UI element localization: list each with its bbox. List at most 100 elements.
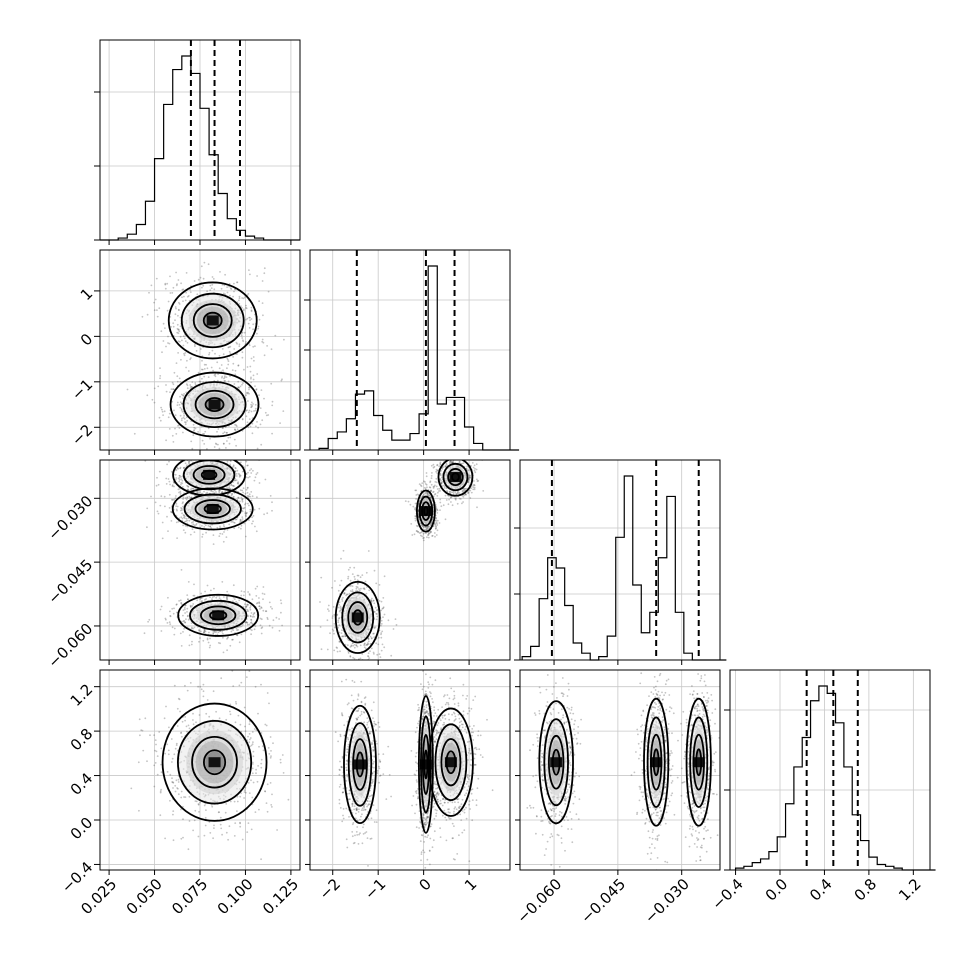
scatter-point	[177, 477, 180, 480]
scatter-point	[146, 394, 149, 397]
scatter-point	[208, 646, 211, 649]
scatter-point	[172, 388, 175, 391]
scatter-point	[456, 491, 459, 494]
scatter-point	[191, 626, 193, 629]
scatter-point	[241, 337, 244, 339]
scatter-point	[423, 528, 426, 531]
scatter-point	[295, 496, 298, 499]
scatter-point	[222, 524, 225, 526]
scatter-point	[425, 526, 428, 529]
scatter-point	[241, 500, 244, 503]
scatter-point	[416, 530, 418, 532]
scatter-point	[439, 478, 442, 480]
scatter-point	[268, 601, 271, 604]
scatter-point	[375, 618, 378, 621]
scatter-point	[245, 621, 248, 624]
scatter-point	[175, 433, 178, 435]
scatter-point	[182, 614, 184, 617]
scatter-point	[254, 525, 256, 528]
scatter-point	[363, 646, 366, 649]
scatter-point	[167, 335, 169, 338]
scatter-point	[170, 326, 173, 328]
scatter-point	[263, 267, 266, 270]
scatter-point	[248, 593, 251, 595]
scatter-point	[224, 454, 226, 456]
scatter-point	[220, 458, 222, 460]
scatter-point	[241, 418, 244, 421]
scatter-point	[227, 436, 230, 439]
scatter-point	[271, 400, 274, 403]
scatter-point	[184, 423, 187, 426]
scatter-point	[467, 469, 470, 472]
scatter-point	[381, 607, 384, 610]
scatter-point	[367, 637, 370, 640]
scatter-point	[206, 290, 209, 293]
scatter-point	[246, 512, 248, 514]
scatter-point	[240, 305, 242, 307]
scatter-point	[255, 602, 258, 605]
scatter-point	[422, 493, 425, 496]
scatter-point	[470, 464, 472, 467]
scatter-point	[280, 379, 283, 382]
scatter-point	[190, 606, 192, 608]
scatter-point	[233, 521, 235, 524]
scatter-point	[263, 593, 266, 595]
scatter-point	[241, 516, 244, 518]
scatter-point	[373, 627, 376, 630]
scatter-point	[435, 525, 437, 527]
scatter-point	[433, 485, 436, 488]
scatter-point	[344, 635, 346, 637]
scatter-point	[421, 482, 424, 484]
scatter-point	[431, 472, 433, 474]
scatter-point	[177, 424, 179, 427]
scatter-point	[258, 597, 260, 599]
scatter-point	[234, 479, 236, 482]
scatter-point	[257, 325, 260, 328]
scatter-point	[194, 427, 197, 430]
scatter-point	[178, 474, 181, 477]
scatter-point	[206, 584, 209, 587]
scatter-point	[143, 632, 146, 635]
scatter-point	[229, 463, 232, 466]
hist-panel-1	[304, 249, 520, 451]
scatter-point	[449, 458, 451, 460]
scatter-point	[463, 488, 466, 490]
scatter-point	[158, 416, 161, 419]
scatter-point	[446, 490, 449, 493]
scatter-point	[261, 419, 264, 422]
scatter-point	[454, 497, 457, 500]
scatter-point	[217, 428, 220, 430]
scatter-point	[178, 474, 181, 477]
scatter-point	[175, 477, 178, 479]
scatter-point	[420, 531, 423, 534]
scatter-point	[482, 490, 485, 492]
panel-content	[100, 446, 300, 660]
scatter-point	[439, 501, 442, 504]
scatter-point	[440, 482, 443, 485]
scatter-point	[156, 309, 158, 311]
scatter-point	[226, 486, 228, 488]
scatter-point	[167, 478, 170, 480]
scatter-point	[208, 446, 210, 448]
scatter-point	[432, 490, 435, 493]
scatter-point	[229, 487, 231, 490]
scatter-point	[223, 377, 225, 380]
scatter-point	[251, 417, 254, 419]
scatter-point	[178, 301, 180, 304]
scatter-point	[348, 592, 351, 595]
scatter-point	[250, 618, 253, 621]
scatter-point	[226, 458, 228, 460]
scatter-point	[249, 365, 252, 368]
scatter-point	[176, 375, 179, 378]
scatter-point	[424, 526, 427, 529]
scatter-point	[211, 349, 214, 352]
scatter-point	[218, 491, 221, 494]
scatter-point	[435, 507, 438, 509]
scatter-point	[245, 307, 248, 310]
scatter-point	[232, 629, 235, 631]
scatter-point	[430, 522, 433, 524]
scatter-point	[168, 621, 171, 624]
scatter-point	[271, 501, 273, 504]
scatter-point	[173, 633, 176, 636]
